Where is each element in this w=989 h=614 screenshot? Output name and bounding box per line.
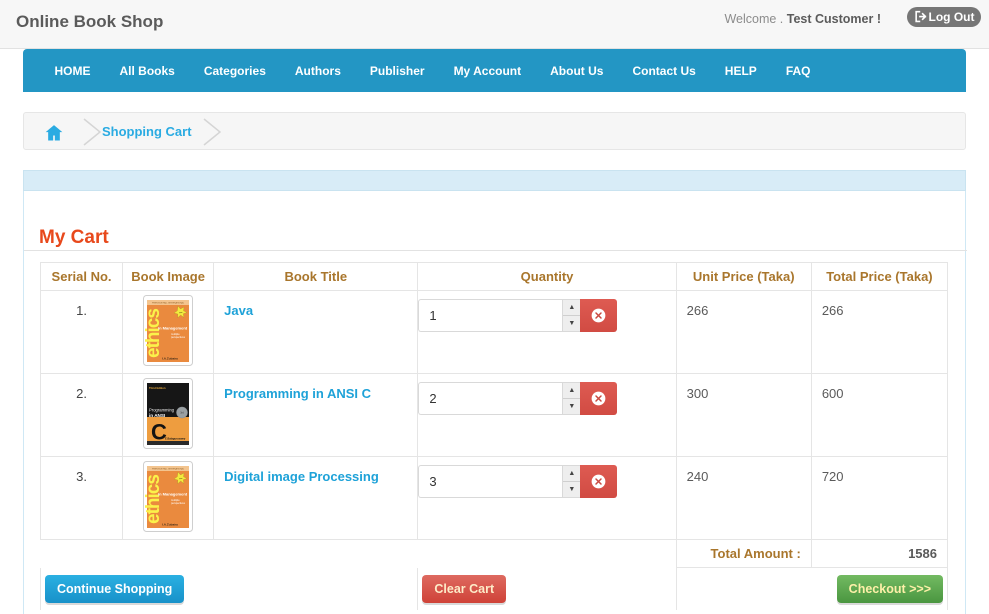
svg-text:Programming: Programming [149,408,175,413]
svg-text:in Management: in Management [158,326,188,331]
svg-text:PRENTICE HALL INTERNATIONAL: PRENTICE HALL INTERNATIONAL [152,302,185,305]
svg-text:PRENTICE HALL INTERNATIONAL: PRENTICE HALL INTERNATIONAL [152,468,185,471]
svg-text:in ANSI: in ANSI [149,413,165,418]
svg-text:E.Balagurusamy: E.Balagurusamy [165,437,186,441]
svg-text:ethics: ethics [143,475,164,524]
svg-text:perspectives: perspectives [171,502,186,505]
svg-text:C: C [151,420,167,445]
svg-text:ethics: ethics [143,309,164,358]
svg-text:in Management: in Management [158,492,188,497]
svg-text:I.A.Zubairy: I.A.Zubairy [162,523,178,527]
svg-text:perspectives: perspectives [171,336,186,339]
svg-text:I.A.Zubairy: I.A.Zubairy [162,357,178,361]
svg-text:Third Edition: Third Edition [149,386,166,390]
